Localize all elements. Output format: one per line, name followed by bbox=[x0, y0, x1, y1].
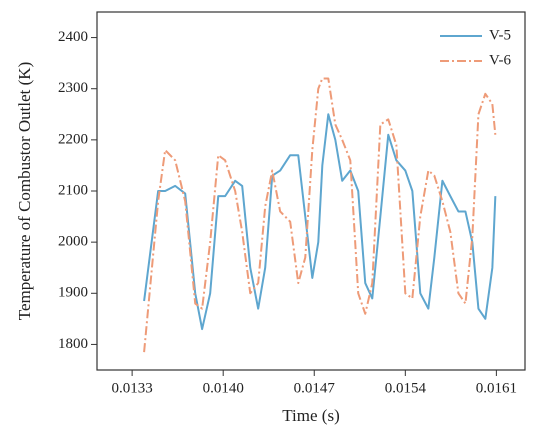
series-line bbox=[143, 113, 497, 331]
series-line bbox=[143, 77, 497, 353]
x-tick-label: 0.0140 bbox=[203, 380, 244, 396]
y-tick-label: 2200 bbox=[58, 131, 88, 147]
legend-label: V-6 bbox=[489, 52, 511, 68]
y-tick-label: 2400 bbox=[58, 29, 88, 45]
y-axis-label: Temperature of Combustor Outlet (K) bbox=[15, 62, 34, 320]
x-tick-label: 0.0133 bbox=[111, 380, 152, 396]
y-tick-label: 2000 bbox=[58, 234, 88, 250]
y-tick-label: 2100 bbox=[58, 182, 88, 198]
x-tick-label: 0.0154 bbox=[385, 380, 427, 396]
legend-label: V-5 bbox=[489, 27, 511, 43]
y-tick-label: 2300 bbox=[58, 80, 88, 96]
x-tick-label: 0.0161 bbox=[476, 380, 517, 396]
y-tick-label: 1900 bbox=[58, 285, 88, 301]
y-tick-label: 1800 bbox=[58, 336, 88, 352]
x-tick-label: 0.0147 bbox=[294, 380, 336, 396]
x-axis-label: Time (s) bbox=[282, 406, 339, 425]
